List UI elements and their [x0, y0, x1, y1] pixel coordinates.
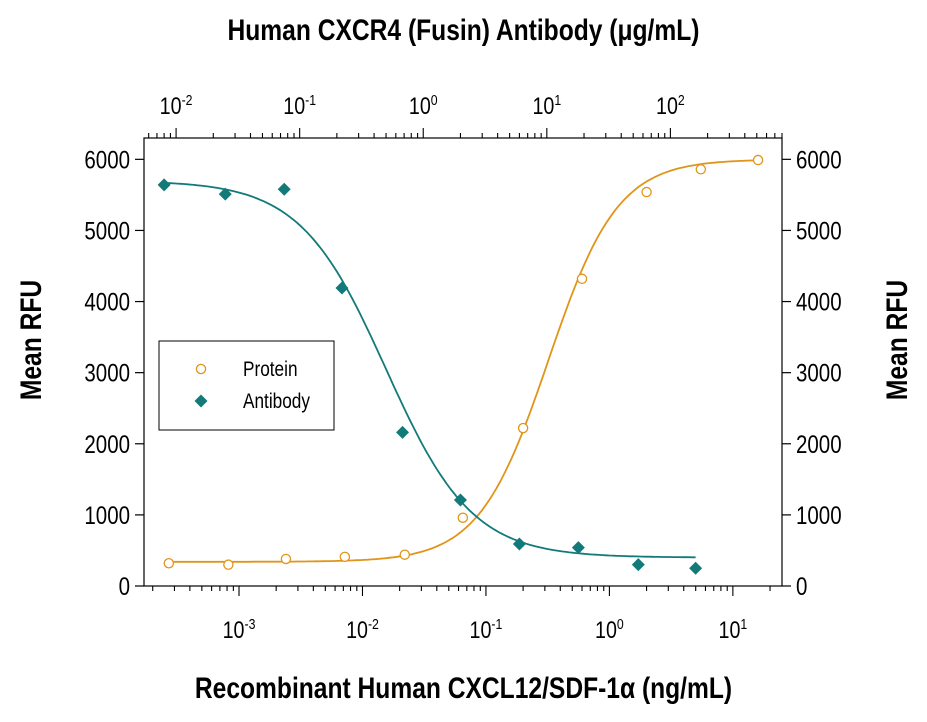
x-bottom-tick-label: 10-2 — [346, 616, 379, 644]
data-point-antibody — [396, 425, 410, 439]
data-point-protein — [223, 559, 234, 570]
x-top-tick-label: 102 — [656, 92, 685, 120]
fit-curve-protein — [168, 159, 759, 563]
plot-frame — [143, 137, 783, 587]
svg-text:10-2: 10-2 — [346, 616, 379, 644]
data-point-protein — [576, 273, 588, 285]
legend-label-protein: Protein — [243, 359, 298, 382]
y-tick-label-left: 3000 — [84, 359, 130, 387]
y-tick-label-left: 0 — [119, 572, 130, 600]
data-point-protein — [752, 154, 764, 166]
data-point-antibody — [157, 178, 171, 192]
legend-box — [158, 340, 335, 431]
svg-text:10-1: 10-1 — [283, 92, 316, 120]
legend-label-antibody: Antibody — [243, 391, 310, 414]
data-point-antibody — [453, 493, 467, 507]
data-point-antibody — [335, 281, 349, 295]
y-tick-label-right: 1000 — [796, 501, 842, 529]
legend-marker-antibody — [194, 394, 208, 408]
x-top-tick-label: 100 — [409, 92, 438, 120]
y-tick-label-left: 6000 — [84, 145, 130, 173]
svg-text:10-1: 10-1 — [470, 616, 503, 644]
x-top-tick-label: 10-1 — [283, 92, 316, 120]
svg-text:101: 101 — [719, 616, 748, 644]
svg-text:10-3: 10-3 — [223, 616, 256, 644]
y-tick-label-right: 6000 — [796, 145, 842, 173]
legend-marker-protein — [195, 363, 207, 375]
y-tick-label-right: 2000 — [796, 430, 842, 458]
svg-text:102: 102 — [656, 92, 685, 120]
data-point-protein — [517, 422, 529, 434]
y-tick-label-left: 1000 — [84, 501, 130, 529]
chart-bottom-axis-title: Recombinant Human CXCL12/SDF-1α (ng/mL) — [194, 672, 733, 705]
svg-text:100: 100 — [595, 616, 624, 644]
data-point-antibody — [689, 561, 703, 575]
y-tick-label-right: 0 — [796, 572, 807, 600]
data-point-protein — [641, 186, 652, 198]
data-point-antibody — [218, 187, 232, 201]
x-bottom-tick-label: 101 — [719, 616, 748, 644]
chart-top-axis-title: Human CXCR4 (Fusin) Antibody (μg/mL) — [227, 14, 700, 47]
x-bottom-tick-label: 10-3 — [223, 616, 256, 644]
data-point-antibody — [631, 558, 645, 572]
y-tick-label-left: 5000 — [84, 216, 130, 244]
data-point-protein — [399, 549, 411, 560]
data-point-protein — [280, 553, 292, 565]
data-point-antibody — [512, 537, 526, 551]
data-point-antibody — [571, 541, 585, 555]
y-tick-label-right: 5000 — [796, 216, 842, 244]
svg-text:101: 101 — [532, 92, 561, 120]
data-point-protein — [339, 551, 351, 563]
data-point-protein — [163, 557, 175, 569]
fit-curve-antibody — [164, 181, 696, 559]
svg-text:10-2: 10-2 — [160, 92, 193, 120]
y-tick-label-left: 4000 — [84, 288, 130, 316]
y-tick-label-right: 4000 — [796, 288, 842, 316]
y-tick-label-right: 3000 — [796, 359, 842, 387]
x-top-tick-label: 101 — [532, 92, 561, 120]
svg-text:100: 100 — [409, 92, 438, 120]
x-bottom-tick-label: 10-1 — [470, 616, 503, 644]
data-point-antibody — [277, 182, 291, 196]
x-bottom-tick-label: 100 — [595, 616, 624, 644]
data-point-protein — [695, 164, 707, 175]
x-top-tick-label: 10-2 — [160, 92, 193, 120]
y-tick-label-left: 2000 — [84, 430, 130, 458]
data-point-protein — [457, 512, 469, 523]
